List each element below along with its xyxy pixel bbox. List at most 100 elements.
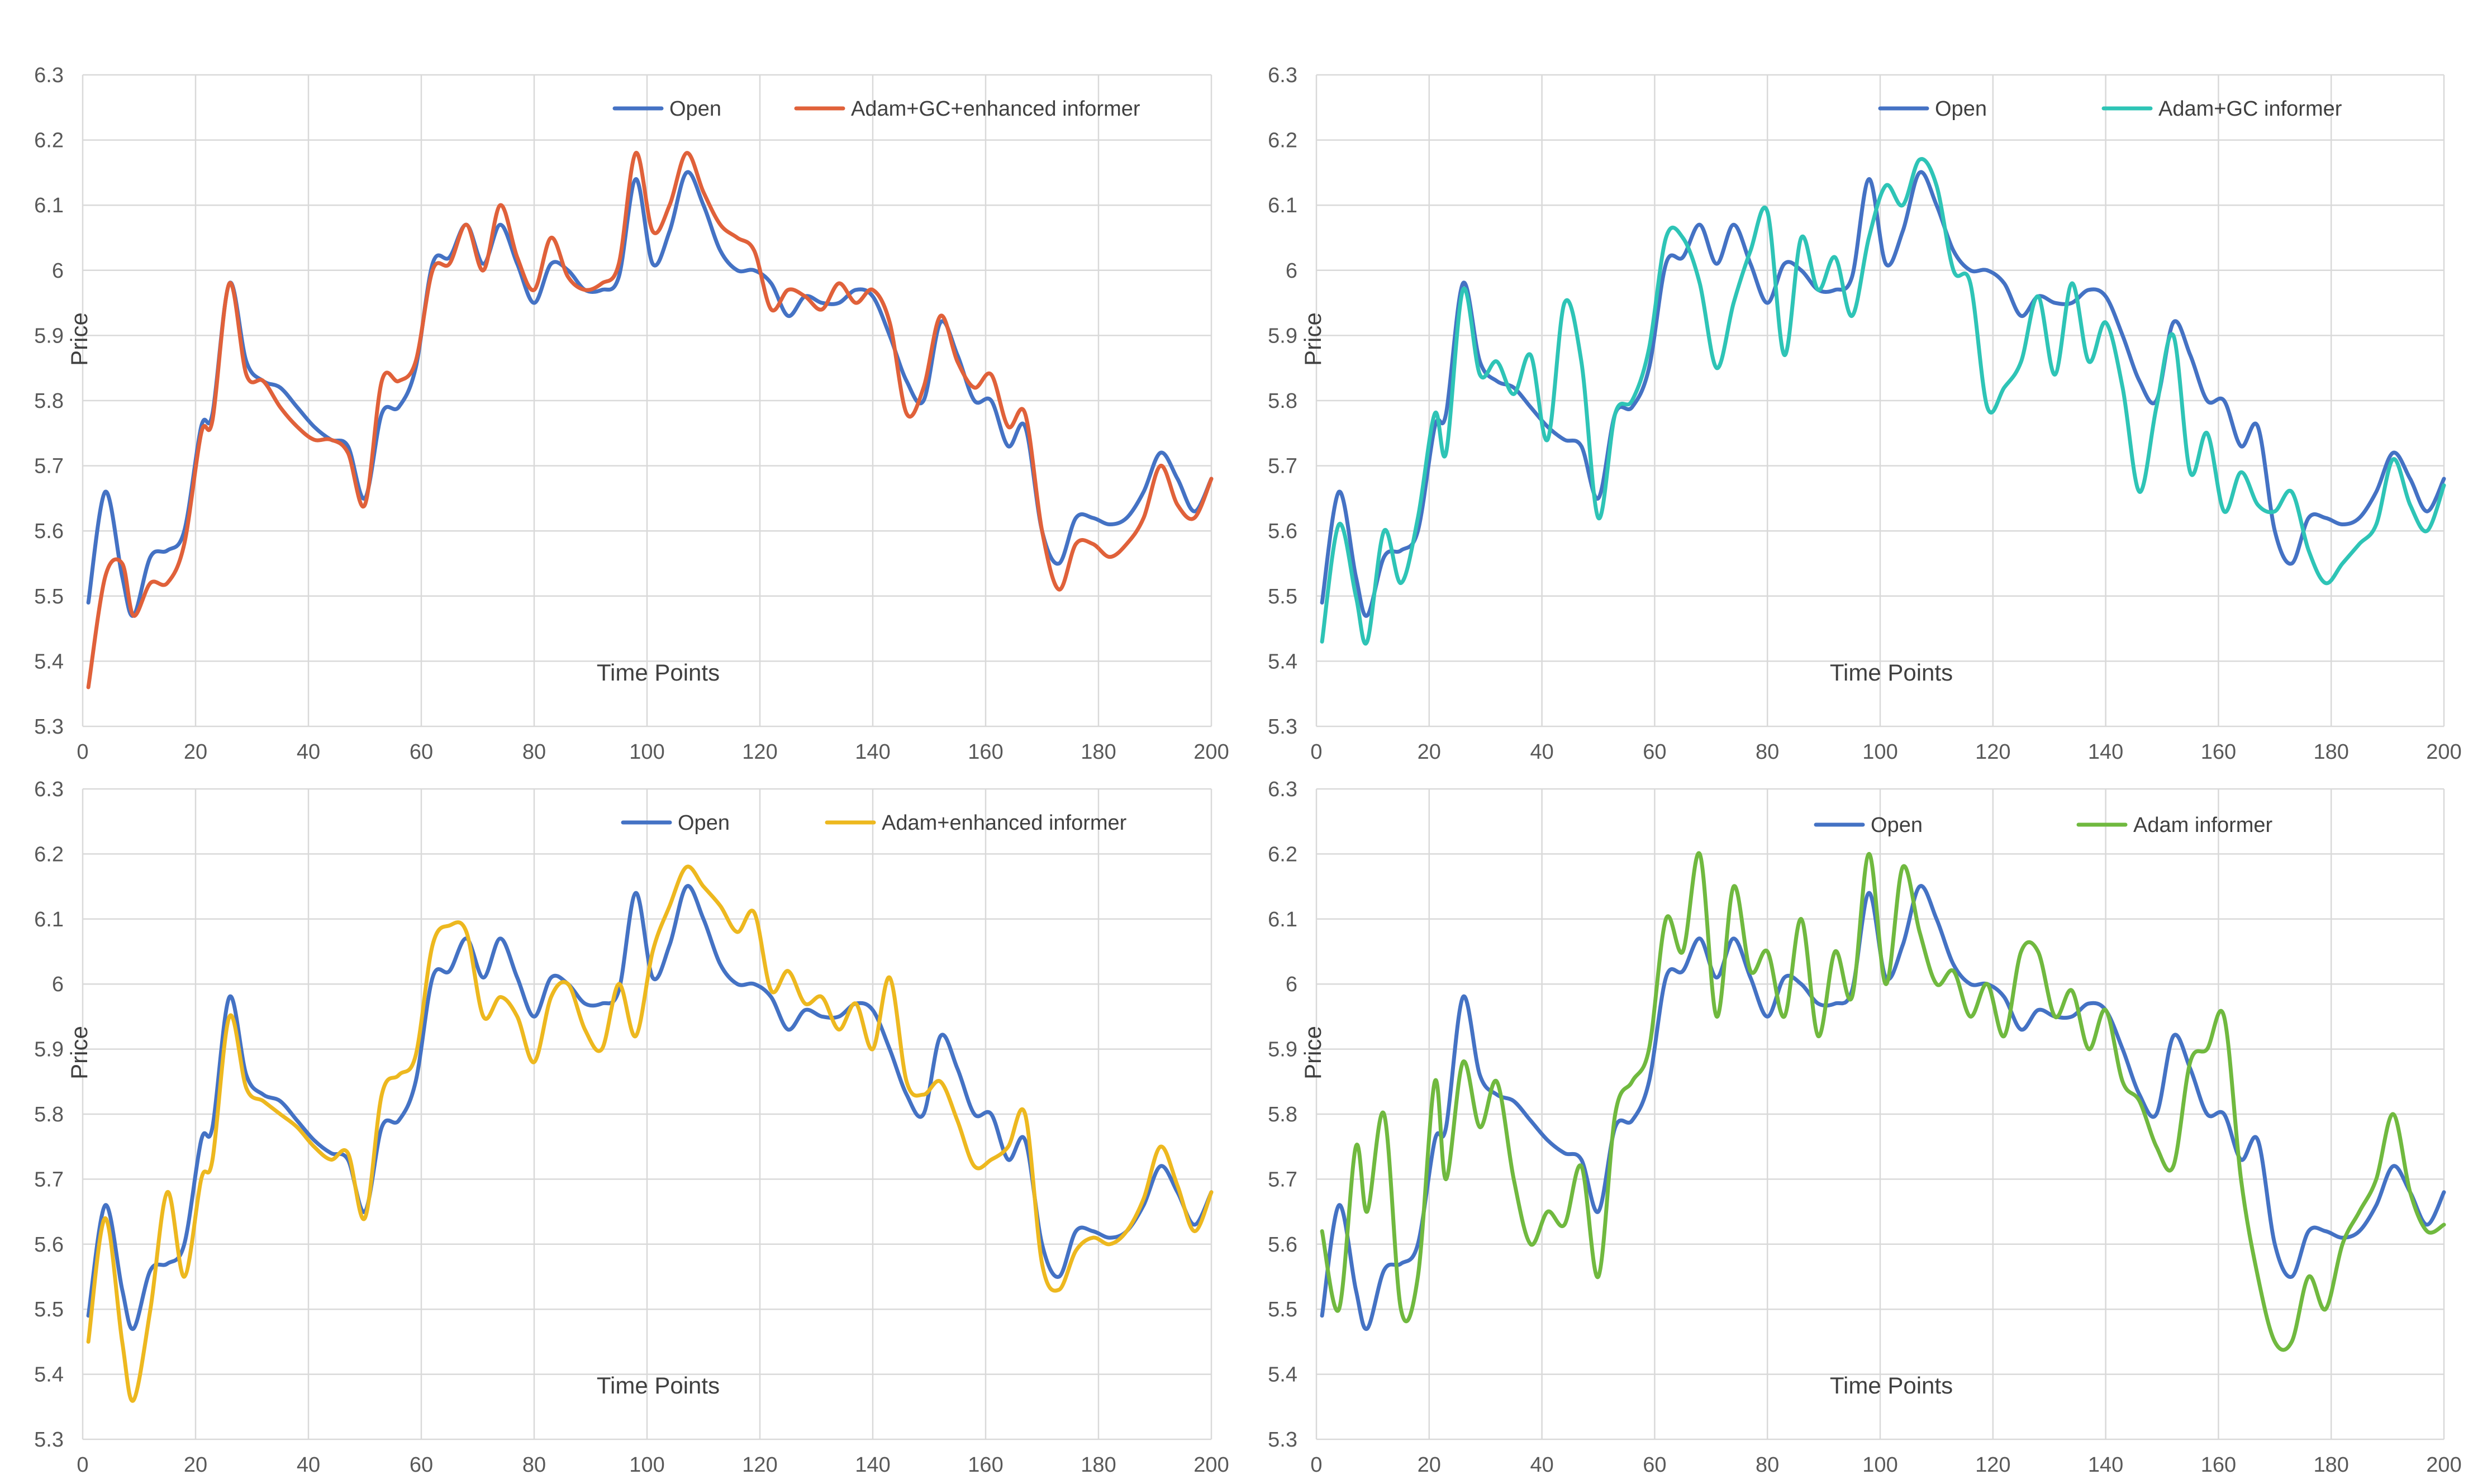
y-tick-label: 5.8 [1268, 1103, 1297, 1126]
x-tick-label: 100 [629, 740, 664, 764]
series-line-open [86, 884, 1214, 1331]
x-tick-label: 160 [968, 1453, 1003, 1477]
y-tick-label: 5.3 [1268, 715, 1297, 739]
y-tick-label: 5.8 [34, 1103, 64, 1126]
x-tick-label: 140 [2088, 740, 2123, 764]
x-tick-label: 120 [742, 740, 777, 764]
x-tick-label: 160 [2201, 740, 2236, 764]
y-tick-label: 5.5 [1268, 585, 1297, 608]
chart-panel-3: 5.3 5.4 5.5 5.6 5.7 5.8 5.9 6 6.1 6.2 6.3 0 20 40 60 80… [34, 778, 1229, 1477]
series-line-prediction [86, 151, 1214, 689]
y-tick-label: 5.9 [34, 324, 64, 348]
x-tick-labels: 0 20 40 60 80 100 120 140 160 180 200 [77, 1453, 1229, 1477]
y-tick-label: 5.6 [1268, 1233, 1297, 1257]
y-axis-title: Price [1300, 1026, 1326, 1079]
series-line-prediction [86, 864, 1214, 1403]
legend: Open Adam informer [1814, 814, 2273, 837]
y-tick-label: 6.1 [34, 908, 64, 931]
x-tick-label: 0 [77, 1453, 88, 1477]
y-tick-label: 6.2 [34, 129, 64, 153]
x-axis-title: Time Points [597, 1372, 720, 1399]
series-line-open [1320, 170, 2446, 618]
x-tick-labels: 0 20 40 60 80 100 120 140 160 180 200 [77, 740, 1229, 764]
y-axis-title: Price [66, 312, 92, 366]
y-tick-label: 6.1 [1268, 908, 1297, 931]
x-tick-label: 180 [1081, 1453, 1116, 1477]
x-tick-label: 140 [855, 1453, 890, 1477]
y-tick-label: 6.3 [1268, 64, 1297, 87]
legend-label: Open [669, 97, 721, 121]
y-tick-label: 5.5 [34, 1298, 64, 1321]
x-tick-label: 40 [297, 1453, 320, 1477]
y-tick-labels: 5.3 5.4 5.5 5.6 5.7 5.8 5.9 6 6.1 6.2 6.3 [1268, 64, 1297, 739]
gridlines [82, 788, 1212, 1440]
y-tick-label: 6 [52, 973, 64, 996]
y-tick-label: 5.7 [34, 1168, 64, 1191]
y-tick-label: 6.3 [1268, 778, 1297, 801]
y-tick-label: 5.8 [1268, 389, 1297, 413]
y-tick-label: 5.8 [34, 389, 64, 413]
x-tick-label: 140 [855, 740, 890, 764]
y-tick-label: 6.2 [1268, 129, 1297, 153]
y-tick-label: 5.6 [34, 520, 64, 543]
x-axis-title: Time Points [1830, 1372, 1953, 1399]
x-tick-label: 100 [629, 1453, 664, 1477]
y-tick-label: 6 [52, 259, 64, 283]
y-tick-label: 5.4 [1268, 650, 1297, 673]
x-tick-label: 40 [297, 740, 320, 764]
x-axis-title: Time Points [1830, 659, 1953, 686]
y-tick-label: 5.4 [1268, 1363, 1297, 1387]
x-tick-label: 80 [522, 1453, 546, 1477]
y-tick-labels: 5.3 5.4 5.5 5.6 5.7 5.8 5.9 6 6.1 6.2 6.3 [34, 64, 64, 739]
x-tick-label: 20 [1418, 1453, 1441, 1477]
y-tick-label: 5.3 [34, 715, 64, 739]
y-tick-label: 5.7 [1268, 455, 1297, 478]
x-tick-label: 200 [1193, 740, 1229, 764]
y-tick-label: 6 [1286, 973, 1297, 996]
x-tick-label: 200 [2426, 1453, 2461, 1477]
x-tick-label: 80 [1756, 1453, 1779, 1477]
x-tick-label: 0 [1310, 1453, 1322, 1477]
y-tick-labels: 5.3 5.4 5.5 5.6 5.7 5.8 5.9 6 6.1 6.2 6.3 [34, 778, 64, 1452]
y-tick-label: 5.9 [1268, 324, 1297, 348]
x-tick-label: 40 [1530, 1453, 1553, 1477]
y-axis-title: Price [66, 1026, 92, 1079]
chart-panel-4: 5.3 5.4 5.5 5.6 5.7 5.8 5.9 6 6.1 6.2 6.3 0 20 40 60 80… [1268, 778, 2462, 1477]
y-axis-title: Price [1300, 312, 1326, 366]
y-tick-label: 5.6 [34, 1233, 64, 1257]
y-tick-label: 6 [1286, 259, 1297, 283]
x-tick-label: 0 [1310, 740, 1322, 764]
x-tick-label: 60 [410, 1453, 433, 1477]
y-tick-label: 5.9 [1268, 1038, 1297, 1062]
series-line-prediction [1320, 851, 2446, 1352]
gridlines [82, 74, 1212, 727]
legend-label: Open [1871, 814, 1923, 837]
y-tick-label: 6.2 [1268, 843, 1297, 866]
legend: Open Adam+GC+enhanced informer [612, 97, 1140, 121]
gridlines [1315, 74, 2445, 727]
x-tick-label: 200 [1193, 1453, 1229, 1477]
x-tick-label: 160 [968, 740, 1003, 764]
x-tick-label: 120 [742, 1453, 777, 1477]
legend: Open Adam+enhanced informer [621, 811, 1127, 835]
x-tick-label: 180 [2313, 1453, 2348, 1477]
x-tick-label: 60 [1643, 1453, 1666, 1477]
x-tick-label: 200 [2426, 740, 2461, 764]
y-tick-label: 5.7 [34, 455, 64, 478]
y-tick-label: 6.2 [34, 843, 64, 866]
y-tick-labels: 5.3 5.4 5.5 5.6 5.7 5.8 5.9 6 6.1 6.2 6.3 [1268, 778, 1297, 1452]
y-tick-label: 6.3 [34, 64, 64, 87]
x-tick-label: 100 [1862, 1453, 1897, 1477]
legend-label: Open [1935, 97, 1987, 121]
x-tick-label: 100 [1862, 740, 1897, 764]
x-tick-label: 40 [1530, 740, 1553, 764]
x-tick-label: 120 [1975, 740, 2010, 764]
x-tick-label: 160 [2201, 1453, 2236, 1477]
y-tick-label: 6.3 [34, 778, 64, 801]
x-tick-labels: 0 20 40 60 80 100 120 140 160 180 200 [1310, 1453, 2461, 1477]
y-tick-label: 6.1 [1268, 194, 1297, 217]
x-axis-title: Time Points [597, 659, 720, 686]
legend-label: Adam+enhanced informer [882, 811, 1127, 835]
x-tick-label: 20 [184, 740, 207, 764]
